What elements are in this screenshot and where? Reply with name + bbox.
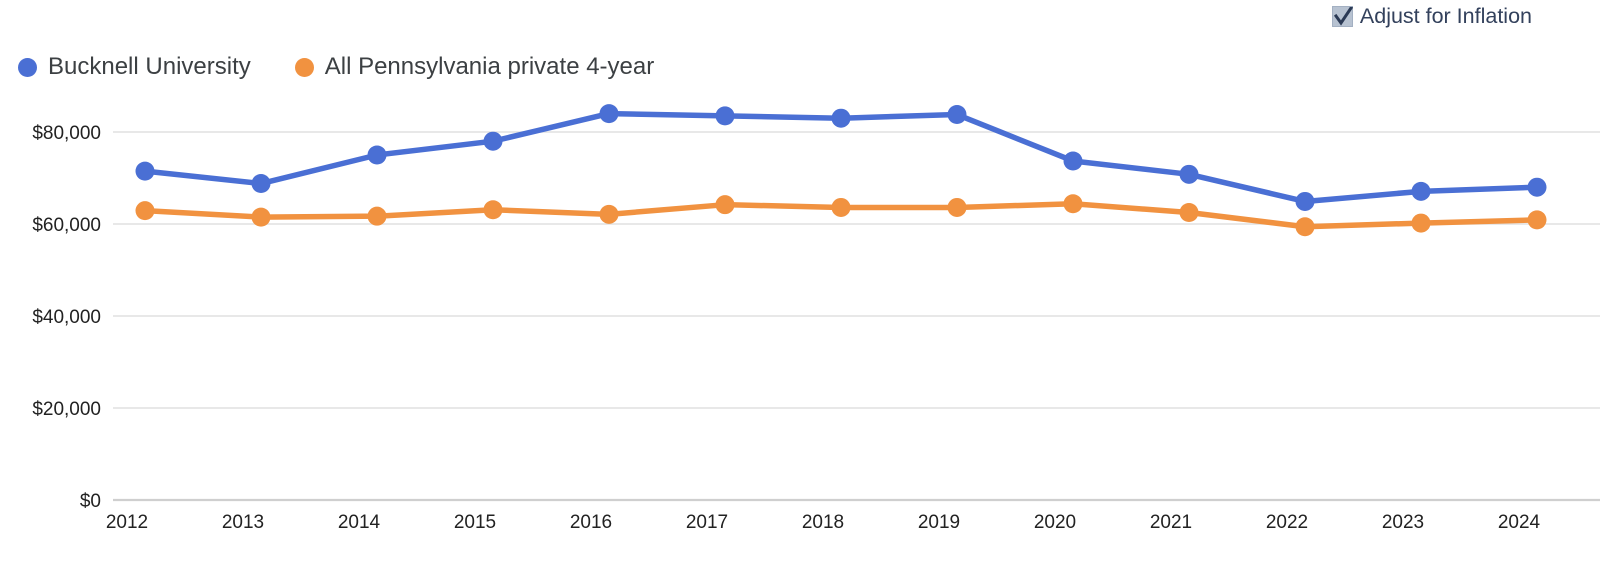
x-axis-tick-label: 2013 [222, 512, 264, 533]
data-point[interactable] [367, 145, 387, 165]
data-point[interactable] [947, 105, 967, 125]
x-axis-tick-label: 2023 [1382, 512, 1424, 533]
x-axis-tick-label: 2020 [1034, 512, 1076, 533]
x-axis-tick-label: 2015 [454, 512, 496, 533]
legend-label-all-pennsylvania-private: All Pennsylvania private 4-year [324, 53, 655, 80]
data-point[interactable] [1411, 213, 1431, 233]
chart-legend: Bucknell University All Pennsylvania pri… [18, 55, 654, 79]
data-point[interactable] [483, 200, 503, 220]
data-point[interactable] [135, 201, 155, 221]
y-axis-tick-label: $40,000 [32, 307, 101, 328]
y-axis-tick-label: $60,000 [32, 215, 101, 236]
data-point[interactable] [1179, 203, 1199, 222]
data-point[interactable] [135, 161, 155, 181]
data-point[interactable] [831, 108, 851, 128]
data-point[interactable] [599, 104, 619, 124]
data-point[interactable] [1063, 194, 1083, 214]
data-point[interactable] [367, 206, 387, 226]
legend-label-bucknell: Bucknell University [48, 53, 251, 80]
data-point[interactable] [1063, 151, 1083, 171]
x-axis-tick-labels: 2012 2013 2014 2015 2016 2017 2018 2019 2020 2021… [106, 512, 1541, 533]
data-point[interactable] [947, 197, 967, 217]
data-point[interactable] [715, 195, 735, 215]
data-point[interactable] [1527, 177, 1547, 197]
x-axis-tick-label: 2024 [1498, 512, 1541, 533]
legend-dot-icon [294, 57, 314, 77]
legend-item-all-pennsylvania-private[interactable]: All Pennsylvania private 4-year [294, 53, 655, 80]
data-point[interactable] [251, 174, 271, 194]
y-axis-tick-label: $0 [80, 491, 101, 512]
checkbox-checked-icon[interactable] [1331, 6, 1353, 28]
data-point[interactable] [1295, 191, 1315, 211]
data-point[interactable] [251, 207, 271, 227]
data-point[interactable] [1411, 181, 1431, 201]
data-point[interactable] [1179, 164, 1199, 184]
x-axis-tick-label: 2012 [106, 512, 148, 533]
x-axis-tick-label: 2017 [686, 512, 728, 533]
y-axis-tick-label: $20,000 [32, 399, 101, 420]
x-axis-tick-label: 2019 [918, 512, 960, 533]
y-axis-tick-label: $80,000 [32, 123, 101, 144]
data-point[interactable] [831, 197, 851, 217]
data-series[interactable] [135, 104, 1547, 237]
x-axis-tick-label: 2016 [570, 512, 612, 533]
adjust-for-inflation-label: Adjust for Inflation [1359, 4, 1532, 28]
y-axis-tick-labels: $0 $20,000 $40,000 $60,000 $80,000 [32, 123, 101, 512]
data-point[interactable] [1527, 210, 1547, 230]
x-axis-tick-label: 2018 [802, 512, 844, 533]
data-point[interactable] [483, 131, 503, 151]
legend-item-bucknell[interactable]: Bucknell University [18, 55, 251, 79]
x-axis-tick-label: 2022 [1266, 512, 1308, 533]
x-axis-tick-label: 2014 [338, 512, 381, 533]
data-point[interactable] [599, 204, 619, 224]
data-point[interactable] [1295, 217, 1315, 237]
adjust-for-inflation-toggle[interactable]: Adjust for Inflation [1331, 4, 1532, 28]
x-axis-tick-label: 2021 [1150, 512, 1192, 533]
legend-dot-icon [18, 57, 37, 77]
data-point[interactable] [715, 106, 735, 126]
gridlines [113, 131, 1600, 502]
